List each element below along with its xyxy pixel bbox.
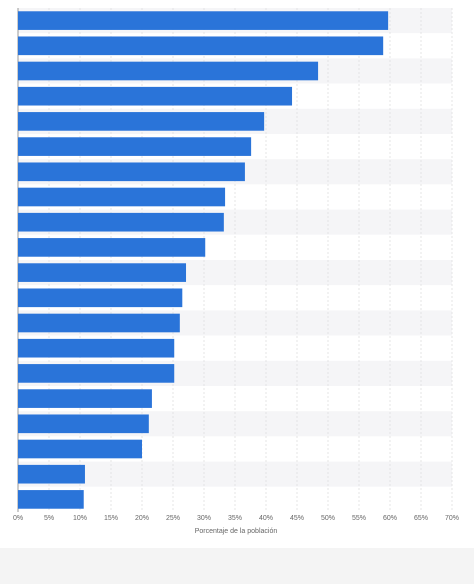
x-tick-label: 70% — [445, 515, 459, 522]
x-tick-label: 50% — [321, 515, 335, 522]
bar — [18, 187, 226, 207]
bar — [18, 414, 149, 434]
x-axis-title: Porcentaje de la población — [195, 528, 278, 535]
x-tick-label: 10% — [73, 515, 87, 522]
bar — [18, 288, 183, 308]
bar — [18, 36, 384, 56]
x-tick-label: 55% — [352, 515, 366, 522]
bar — [18, 162, 245, 182]
bar — [18, 338, 175, 358]
bar — [18, 364, 175, 383]
x-tick-label: 40% — [259, 515, 273, 522]
footer-band — [0, 548, 474, 584]
x-tick-label: 35% — [228, 515, 242, 522]
x-tick-label: 65% — [414, 515, 428, 522]
bar — [18, 86, 293, 106]
bar — [18, 263, 187, 282]
bar — [18, 464, 85, 484]
bar — [18, 11, 389, 30]
bar — [18, 137, 252, 156]
x-tick-label: 30% — [197, 515, 211, 522]
bar — [18, 238, 206, 257]
x-tick-label: 60% — [383, 515, 397, 522]
x-tick-label: 15% — [104, 515, 118, 522]
bar — [18, 112, 265, 131]
x-tick-label: 45% — [290, 515, 304, 522]
row-stripe — [18, 486, 452, 512]
bar — [18, 490, 84, 509]
bar — [18, 439, 142, 459]
bar — [18, 389, 152, 408]
x-tick-label: 0% — [13, 515, 23, 522]
x-tick-label: 20% — [135, 515, 149, 522]
bar — [18, 313, 180, 333]
x-tick-label: 25% — [166, 515, 180, 522]
bar — [18, 212, 224, 232]
x-tick-label: 5% — [44, 515, 54, 522]
bar — [18, 61, 319, 81]
